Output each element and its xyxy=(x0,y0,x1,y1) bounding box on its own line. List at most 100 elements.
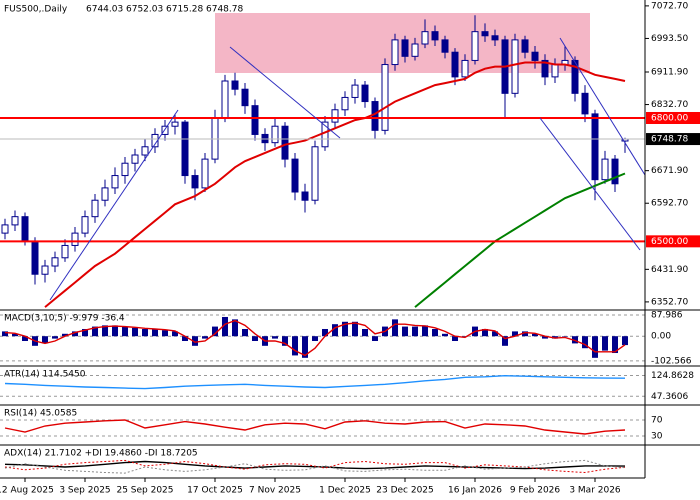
candle-body xyxy=(591,113,599,181)
histogram-bar xyxy=(512,331,518,337)
histogram-bar xyxy=(252,336,258,342)
indicator-line xyxy=(4,419,626,435)
candle-body xyxy=(381,64,389,131)
last-price-box xyxy=(646,133,700,146)
panel-title: ADX(14) 21.7102 +DI 19.4860 -DI 18.7205 xyxy=(4,449,198,459)
histogram-bar xyxy=(452,336,458,342)
candle-body xyxy=(121,162,129,177)
candle-body xyxy=(421,31,429,45)
candle-body xyxy=(231,80,239,90)
candle-body xyxy=(81,216,89,234)
histogram-bar xyxy=(392,319,398,337)
y-tick-label: 70 xyxy=(651,416,663,426)
candle-body xyxy=(601,158,609,181)
level-label-box xyxy=(646,111,700,124)
y-tick-label: 6671.90 xyxy=(651,166,688,176)
histogram-bar xyxy=(362,328,368,337)
candle-body xyxy=(261,133,269,144)
histogram-bar xyxy=(432,328,438,337)
histogram-bar xyxy=(492,331,498,337)
histogram-bar xyxy=(292,336,298,356)
candle-body xyxy=(491,35,499,41)
y-tick-label: 6993.50 xyxy=(651,34,688,44)
candle-body xyxy=(161,125,169,135)
histogram-bar xyxy=(52,336,58,339)
level-label: 6500.00 xyxy=(651,237,688,247)
candle-body xyxy=(151,133,159,148)
y-tick-label: 87.986 xyxy=(651,311,683,321)
histogram-bar xyxy=(222,316,228,337)
candle-body xyxy=(531,51,539,61)
histogram-bar xyxy=(302,336,308,358)
histogram-bar xyxy=(582,336,588,349)
y-tick-label: 6911.90 xyxy=(651,67,688,77)
candle-body xyxy=(271,125,279,144)
histogram-bar xyxy=(182,336,188,342)
trend-line xyxy=(49,109,179,301)
histogram-bar xyxy=(232,319,238,337)
histogram-bar xyxy=(172,331,178,337)
histogram-bar xyxy=(422,325,428,337)
histogram-bar xyxy=(282,336,288,346)
candle-body xyxy=(451,51,459,78)
candle-body xyxy=(431,31,439,41)
candle-body xyxy=(21,216,29,242)
candle-body xyxy=(221,80,229,119)
candle-body xyxy=(71,232,79,246)
x-tick-label: 17 Oct 2025 xyxy=(187,486,243,496)
x-tick-label: 1 Dec 2025 xyxy=(319,486,371,496)
candle-body xyxy=(111,175,119,189)
histogram-bar xyxy=(462,336,468,337)
y-tick-label: 124.8628 xyxy=(651,371,694,381)
open-value: 6744.03 xyxy=(86,5,123,15)
y-tick-label: 0.00 xyxy=(651,332,671,342)
x-tick-label: 9 Feb 2026 xyxy=(510,486,561,496)
candle-body xyxy=(61,244,69,259)
last-price-label: 6748.78 xyxy=(651,135,688,145)
candle-body xyxy=(131,154,139,164)
candle-body xyxy=(341,96,349,111)
indicator-line xyxy=(44,61,626,308)
candle-body xyxy=(251,105,259,135)
high-value: 6752.03 xyxy=(126,5,163,15)
histogram-bar xyxy=(202,336,208,339)
histogram-bar xyxy=(332,324,338,337)
x-tick-label: 3 Mar 2026 xyxy=(569,486,621,496)
candle-body xyxy=(371,101,379,131)
y-tick-label: 6832.70 xyxy=(651,100,688,110)
candle-body xyxy=(551,64,559,78)
y-tick-label: 30 xyxy=(651,432,663,442)
histogram-bar xyxy=(92,326,98,337)
histogram-bar xyxy=(612,336,618,354)
close-value: 6748.78 xyxy=(206,5,243,15)
candle-body xyxy=(581,92,589,115)
y-tick-label: 6592.70 xyxy=(651,199,688,209)
candle-body xyxy=(401,39,409,57)
panel-title: MACD(3,10,5) -9.979 -36.4 xyxy=(4,314,125,324)
panel-title: RSI(14) 45.0585 xyxy=(4,409,77,419)
candle-body xyxy=(91,199,99,218)
candle-body xyxy=(471,31,479,61)
candle-body xyxy=(191,175,199,189)
indicator-line xyxy=(4,459,626,474)
histogram-bar xyxy=(592,336,598,358)
histogram-bar xyxy=(102,325,108,337)
candle-body xyxy=(571,59,579,94)
histogram-bar xyxy=(142,328,148,337)
histogram-bar xyxy=(412,326,418,337)
histogram-bar xyxy=(132,327,138,337)
candle-body xyxy=(481,31,489,37)
x-tick-label: 16 Jan 2026 xyxy=(448,486,502,496)
histogram-bar xyxy=(442,333,448,337)
histogram-bar xyxy=(322,328,328,337)
histogram-bar xyxy=(82,328,88,337)
y-tick-label: 6352.70 xyxy=(651,297,688,307)
candle-body xyxy=(201,158,209,189)
candle-body xyxy=(281,125,289,160)
indicator-line xyxy=(414,172,626,308)
histogram-bar xyxy=(542,336,548,339)
candle-body xyxy=(611,158,619,185)
histogram-bar xyxy=(242,328,248,337)
